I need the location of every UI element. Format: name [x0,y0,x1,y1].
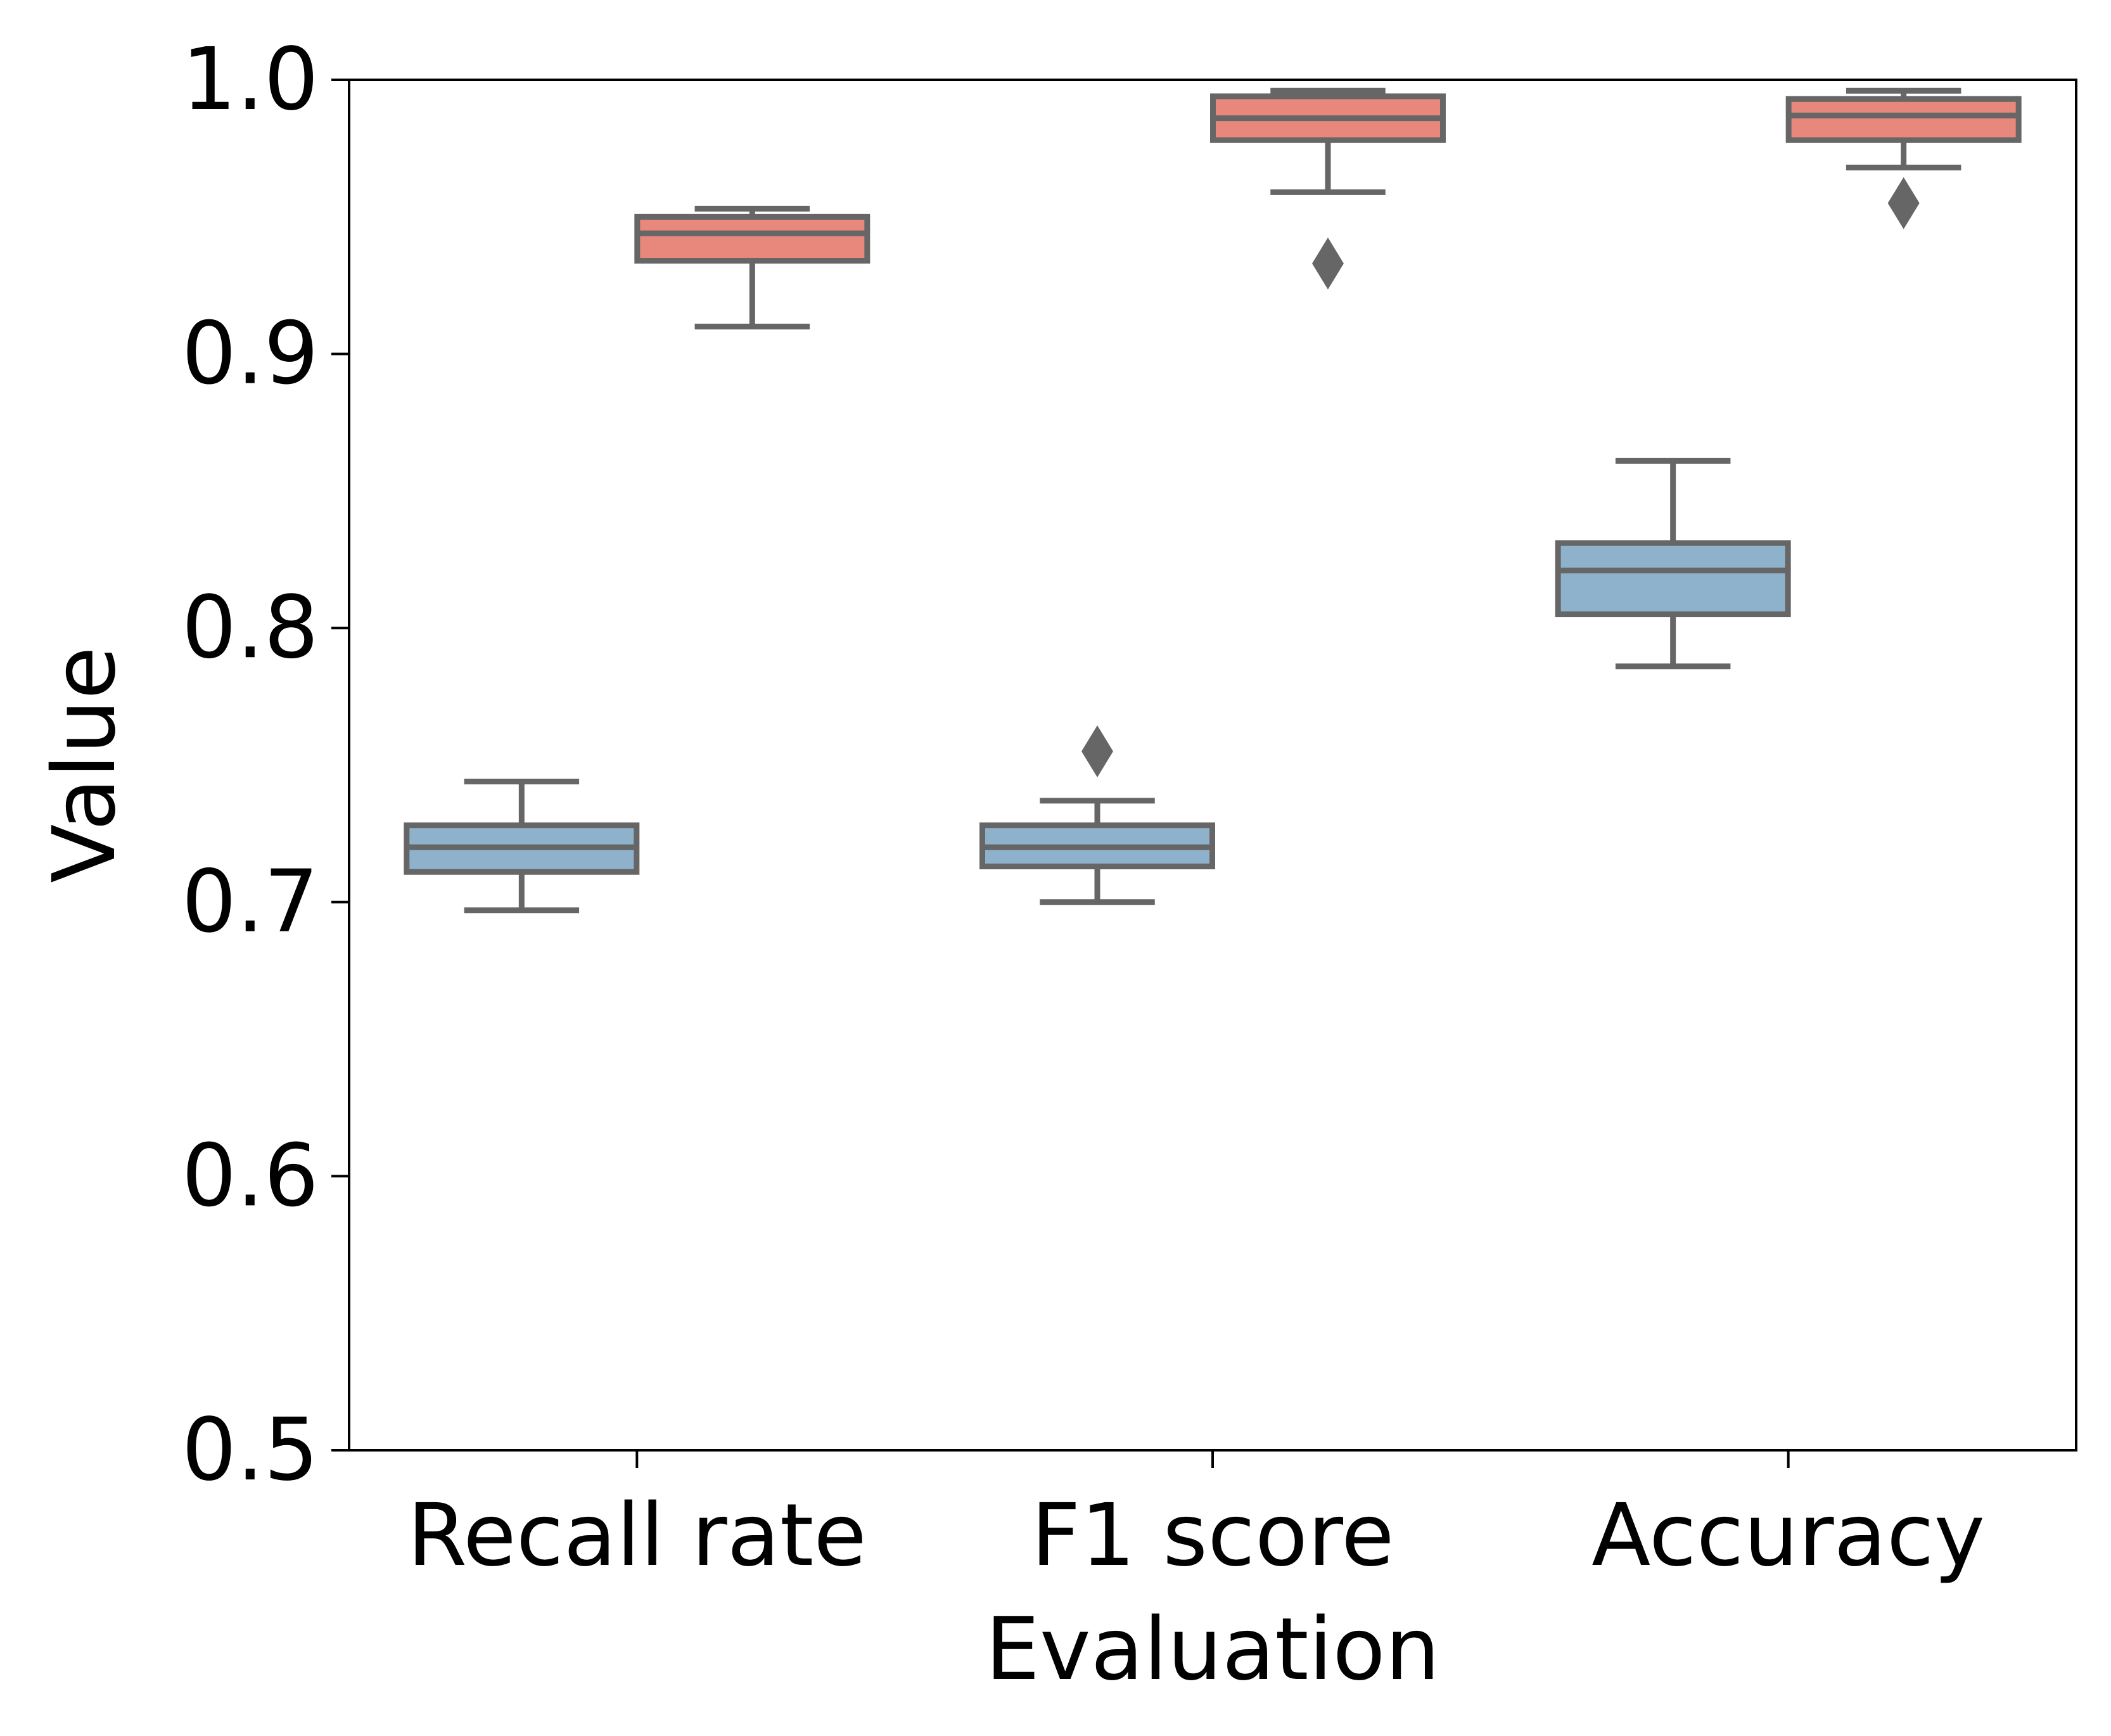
box-item [1555,457,1791,670]
outlier-point [1081,725,1113,777]
x-axis-label: Evaluation [985,1600,1440,1700]
y-axis-label: Value [35,646,135,883]
outlier-point [1887,177,1920,229]
y-tick-label: 0.9 [182,304,319,404]
outlier-point [1312,237,1344,290]
box-item [404,778,640,914]
box-item [979,725,1215,905]
box-item [1210,87,1446,290]
plot-area [404,87,2022,914]
axes-frame [348,79,2077,1452]
x-tick-label: Accuracy [1591,1486,1985,1586]
box-item [634,205,871,329]
x-axis: Recall rate F1 score Accuracy [407,1450,1985,1586]
y-tick-label: 0.7 [182,852,319,952]
y-tick-label: 0.8 [182,578,319,678]
x-tick-label: F1 score [1031,1486,1394,1586]
box-item [1785,87,2022,229]
y-axis: 0.5 0.6 0.7 0.8 0.9 1.0 [182,30,349,1500]
box-body [1785,96,2022,143]
x-tick-label: Recall rate [407,1486,867,1586]
box-body [1555,540,1791,618]
y-tick-label: 0.5 [182,1400,319,1500]
box-body [634,214,871,264]
y-tick-label: 0.6 [182,1126,319,1226]
y-tick-label: 1.0 [182,30,319,130]
